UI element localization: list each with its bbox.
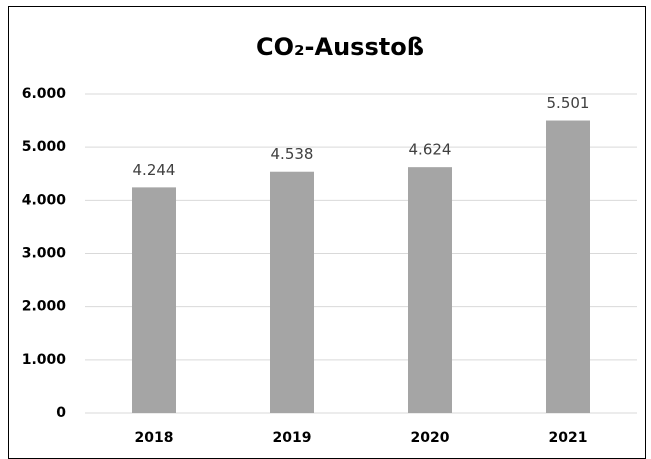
y-tick-label: 2.000 bbox=[22, 299, 67, 315]
x-tick-label: 2021 bbox=[549, 430, 588, 446]
x-tick-label: 2019 bbox=[273, 430, 312, 446]
chart-border bbox=[8, 6, 646, 459]
x-tick-label: 2018 bbox=[135, 430, 174, 446]
y-tick-label: 1.000 bbox=[22, 352, 67, 368]
bar bbox=[270, 171, 314, 413]
data-label: 4.538 bbox=[271, 145, 314, 163]
bar bbox=[546, 120, 590, 414]
bar bbox=[132, 187, 176, 413]
y-tick-label: 5.000 bbox=[22, 139, 67, 155]
bar bbox=[408, 167, 452, 413]
chart-title: CO₂-Ausstoß bbox=[256, 33, 424, 61]
x-tick-label: 2020 bbox=[411, 430, 450, 446]
data-label: 4.624 bbox=[409, 141, 452, 159]
data-label: 4.244 bbox=[133, 161, 176, 179]
data-label: 5.501 bbox=[547, 94, 590, 112]
y-tick-label: 6.000 bbox=[22, 86, 67, 102]
y-tick-label: 3.000 bbox=[22, 246, 67, 262]
y-tick-label: 0 bbox=[56, 405, 66, 421]
y-tick-label: 4.000 bbox=[22, 192, 67, 208]
